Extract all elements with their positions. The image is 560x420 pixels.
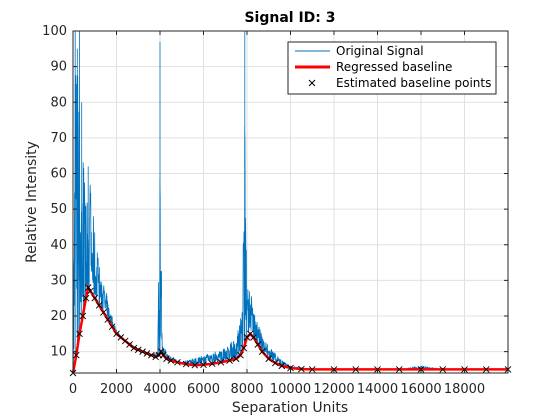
baseline-point-marker bbox=[482, 366, 490, 373]
y-tick-label: 90 bbox=[50, 60, 67, 75]
baseline-point-marker bbox=[163, 355, 170, 363]
baseline-point-marker bbox=[167, 357, 175, 364]
x-tick-label: 16000 bbox=[400, 382, 441, 397]
baseline-point-marker bbox=[278, 362, 286, 370]
y-tick-label: 100 bbox=[42, 24, 67, 39]
baseline-point-marker bbox=[265, 355, 273, 363]
baseline-point-marker bbox=[79, 312, 87, 320]
x-tick-label: 6000 bbox=[187, 382, 220, 397]
baseline-point-marker bbox=[91, 294, 99, 302]
y-tick-label: 70 bbox=[50, 131, 67, 146]
baseline-point-marker bbox=[113, 330, 120, 338]
baseline-point-marker bbox=[130, 344, 138, 352]
baseline-point-marker bbox=[298, 365, 305, 373]
baseline-point-marker bbox=[87, 287, 94, 295]
baseline-point-marker bbox=[174, 358, 181, 366]
legend: Original Signal Regressed baseline Estim… bbox=[287, 41, 497, 95]
signal-layer bbox=[72, 31, 508, 374]
baseline-point-marker bbox=[240, 344, 248, 352]
x-tick-label: 0 bbox=[69, 382, 77, 397]
baseline-point-marker bbox=[152, 353, 159, 361]
baseline-point-marker bbox=[254, 341, 262, 348]
chart-title: Signal ID: 3 bbox=[244, 10, 335, 26]
baseline-point-marker bbox=[271, 359, 279, 367]
baseline-point-marker bbox=[108, 323, 116, 331]
legend-signal-label: Original Signal bbox=[336, 44, 424, 58]
y-tick-label: 30 bbox=[50, 273, 67, 288]
y-tick-label: 10 bbox=[50, 345, 67, 360]
baseline-point-marker bbox=[76, 330, 83, 338]
baseline-point-marker bbox=[226, 357, 233, 364]
baseline-point-marker bbox=[121, 337, 129, 345]
baseline-point-marker bbox=[117, 334, 125, 341]
baseline-point-marker bbox=[84, 284, 92, 291]
baseline-point-marker bbox=[72, 351, 80, 359]
baseline-point-marker bbox=[139, 348, 146, 355]
baseline-point-marker bbox=[352, 366, 360, 373]
baseline-point-marker bbox=[395, 366, 403, 373]
x-axis-label: Separation Units bbox=[232, 400, 348, 416]
baseline-point-marker bbox=[191, 361, 199, 369]
baseline-point-marker bbox=[95, 301, 103, 309]
original-signal-line bbox=[72, 31, 508, 374]
legend-points-label: Estimated baseline points bbox=[336, 76, 491, 90]
y-tick-label: 60 bbox=[50, 167, 67, 182]
y-tick-label: 20 bbox=[50, 309, 67, 324]
baseline-point-marker bbox=[232, 355, 240, 363]
baseline-point-marker bbox=[104, 316, 112, 323]
legend-points-swatch bbox=[308, 79, 316, 87]
baseline-point-marker bbox=[208, 360, 216, 368]
baseline-point-marker bbox=[134, 346, 142, 354]
x-tick-label: 12000 bbox=[313, 382, 354, 397]
legend-baseline-label: Regressed baseline bbox=[336, 60, 452, 74]
x-tick-label: 14000 bbox=[357, 382, 398, 397]
y-tick-label: 40 bbox=[50, 238, 67, 253]
x-tick-label: 8000 bbox=[230, 382, 263, 397]
x-tick-label: 18000 bbox=[444, 382, 485, 397]
x-tick-label: 4000 bbox=[143, 382, 176, 397]
baseline-point-marker bbox=[439, 366, 447, 373]
y-tick-label: 80 bbox=[50, 95, 67, 110]
baseline-point-marker bbox=[250, 334, 257, 341]
y-axis-label: Relative Intensity bbox=[24, 141, 40, 263]
y-tick-label: 50 bbox=[50, 202, 67, 217]
baseline-point-marker bbox=[217, 358, 225, 366]
baseline-point-marker bbox=[182, 360, 190, 368]
baseline-point-marker bbox=[287, 364, 294, 372]
tick-layer: 0 2000 4000 6000 8000 10000 12000 14000 16000 180… bbox=[42, 24, 508, 397]
baseline-point-marker bbox=[258, 348, 266, 355]
x-tick-label: 2000 bbox=[100, 382, 133, 397]
baseline-point-marker bbox=[126, 341, 133, 348]
x-tick-label: 10000 bbox=[270, 382, 311, 397]
baseline-point-marker bbox=[200, 361, 207, 369]
baseline-point-marker bbox=[157, 348, 165, 355]
baseline-point-marker bbox=[308, 366, 316, 373]
baseline-point-marker bbox=[143, 350, 151, 357]
baseline-point-marker bbox=[147, 351, 155, 359]
baseline-point-marker bbox=[237, 351, 244, 359]
baseline-point-marker bbox=[82, 294, 90, 302]
baseline-point-marker bbox=[100, 309, 107, 316]
